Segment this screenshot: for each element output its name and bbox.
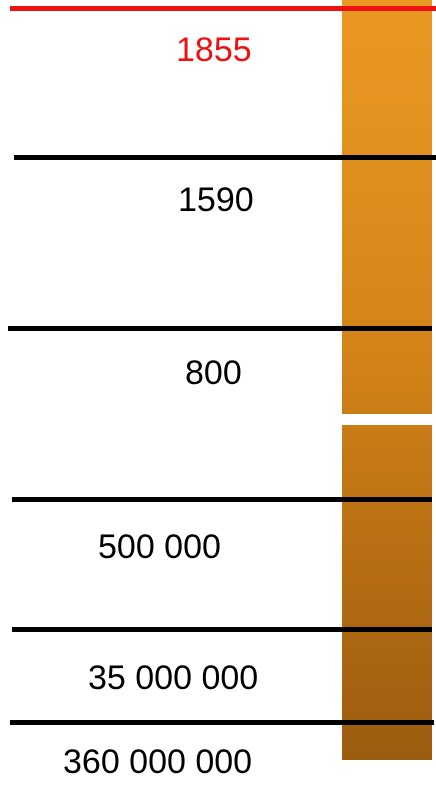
- boundary-line-5: [12, 627, 432, 632]
- boundary-line-6: [10, 720, 434, 725]
- boundary-line-2: [14, 155, 436, 160]
- timeline-marker: [342, 414, 432, 425]
- boundary-line-3: [8, 326, 432, 331]
- label-1590: 1590: [178, 181, 254, 219]
- label-800: 800: [185, 354, 242, 392]
- boundary-line-4: [12, 497, 432, 502]
- label-1855: 1855: [176, 31, 252, 69]
- label-35000000: 35 000 000: [88, 659, 259, 697]
- label-500000: 500 000: [98, 528, 221, 566]
- boundary-line-1: [10, 6, 436, 11]
- timeline-column: [342, 0, 432, 760]
- label-360000000: 360 000 000: [63, 743, 253, 781]
